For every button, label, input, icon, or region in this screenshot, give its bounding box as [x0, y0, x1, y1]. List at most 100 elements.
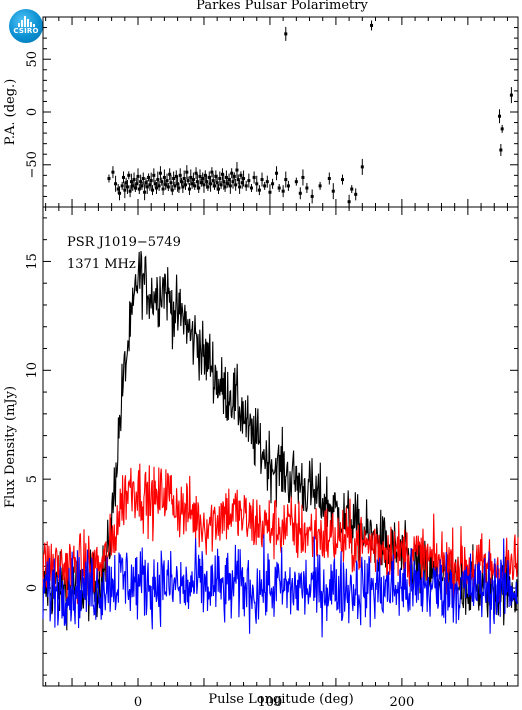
x-tick-label: 100	[258, 695, 283, 710]
flux-panel: 0 100 200 0 5 10 15 PSR J1019−5749 1371 MHz Fl…	[3, 206, 519, 710]
pa-point	[116, 187, 120, 191]
pa-point	[180, 180, 184, 184]
logo-text: CSIRO	[13, 27, 39, 35]
pa-point	[203, 173, 207, 177]
pa-point	[185, 170, 189, 174]
pa-point	[255, 182, 259, 186]
pa-point	[136, 174, 140, 178]
pa-point	[137, 187, 141, 191]
psr-name-annotation: PSR J1019−5749	[67, 235, 181, 250]
pa-point	[121, 175, 125, 179]
pa-point	[140, 184, 144, 188]
pa-point	[164, 183, 168, 187]
pa-point	[149, 179, 153, 183]
frequency-annotation: 1371 MHz	[67, 257, 136, 272]
pa-point	[230, 171, 234, 175]
pa-point	[240, 181, 244, 185]
pa-point	[191, 178, 195, 182]
pa-point	[238, 185, 242, 189]
pa-point	[498, 114, 502, 118]
pa-point	[120, 184, 124, 188]
pa-point	[161, 187, 165, 191]
pa-point	[156, 178, 160, 182]
pa-point	[187, 187, 191, 191]
pa-point	[216, 187, 220, 191]
pa-point	[194, 171, 198, 175]
pa-point	[277, 186, 281, 190]
pa-point	[499, 148, 503, 152]
pa-point	[141, 177, 145, 180]
pa-point	[168, 172, 172, 176]
pa-point	[107, 177, 111, 180]
pa-point	[114, 182, 118, 186]
pa-ylabel: P.A. (deg.)	[3, 79, 18, 146]
y-tick-label: 0	[25, 108, 40, 116]
pa-point	[182, 177, 186, 180]
pa-point	[271, 182, 275, 186]
pa-point	[123, 188, 127, 192]
pa-point	[145, 185, 149, 189]
pa-point	[234, 183, 238, 187]
pa-point	[210, 170, 214, 174]
pa-point	[144, 181, 148, 185]
pa-point	[148, 183, 152, 187]
pa-point	[139, 180, 143, 184]
x-tick-label: 200	[389, 695, 414, 710]
pa-point	[219, 183, 223, 187]
pa-point	[239, 173, 243, 177]
csiro-logo: CSIRO	[9, 9, 43, 43]
pa-point	[331, 189, 335, 193]
pa-point	[268, 190, 272, 194]
pa-point	[133, 186, 137, 190]
pa-point	[151, 188, 155, 192]
pa-point	[360, 165, 364, 169]
pa-point	[370, 23, 374, 27]
pa-point	[260, 178, 264, 182]
pa-point	[226, 182, 230, 186]
flux-ylabel: Flux Density (mJy)	[3, 386, 18, 508]
pa-point	[281, 189, 285, 193]
pa-point	[257, 188, 261, 192]
y-tick-label: 50	[25, 51, 40, 68]
logo-bars-icon	[17, 16, 35, 27]
pa-point	[509, 93, 513, 97]
pa-point	[310, 194, 314, 198]
pa-point	[153, 182, 157, 186]
pa-point	[125, 185, 129, 189]
pa-point	[247, 179, 251, 183]
pa-point	[318, 184, 322, 188]
pa-point	[327, 177, 331, 180]
pa-point	[197, 186, 201, 190]
pa-point	[207, 175, 211, 179]
pa-point	[218, 177, 222, 180]
pa-point	[118, 191, 122, 195]
pa-point	[222, 180, 226, 184]
pa-point	[354, 192, 358, 196]
pa-point	[236, 178, 240, 182]
y-tick-label: −50	[25, 151, 40, 178]
pa-point	[173, 184, 177, 188]
pa-point	[152, 173, 156, 177]
pa-point	[224, 175, 228, 179]
pa-point	[181, 185, 185, 189]
pa-point	[215, 181, 219, 185]
pa-point	[157, 184, 161, 188]
pa-point	[178, 173, 182, 177]
pa-point	[129, 180, 133, 184]
pa-point	[199, 181, 203, 185]
pa-point	[286, 184, 290, 188]
pa-point	[166, 185, 170, 189]
pa-point	[174, 174, 178, 178]
flux-axis-ticks: 0 100 200 0 5 10 15	[25, 207, 518, 710]
flux-profile-line	[42, 463, 519, 606]
pa-point	[228, 184, 232, 188]
pa-point	[124, 181, 128, 185]
flux-xlabel: Pulse Longitude (deg)	[208, 692, 353, 707]
pa-point	[220, 172, 224, 176]
pa-point	[177, 186, 181, 190]
pa-point	[147, 175, 151, 179]
pa-point	[242, 177, 246, 180]
pa-point	[298, 191, 302, 195]
pa-point	[223, 185, 227, 189]
